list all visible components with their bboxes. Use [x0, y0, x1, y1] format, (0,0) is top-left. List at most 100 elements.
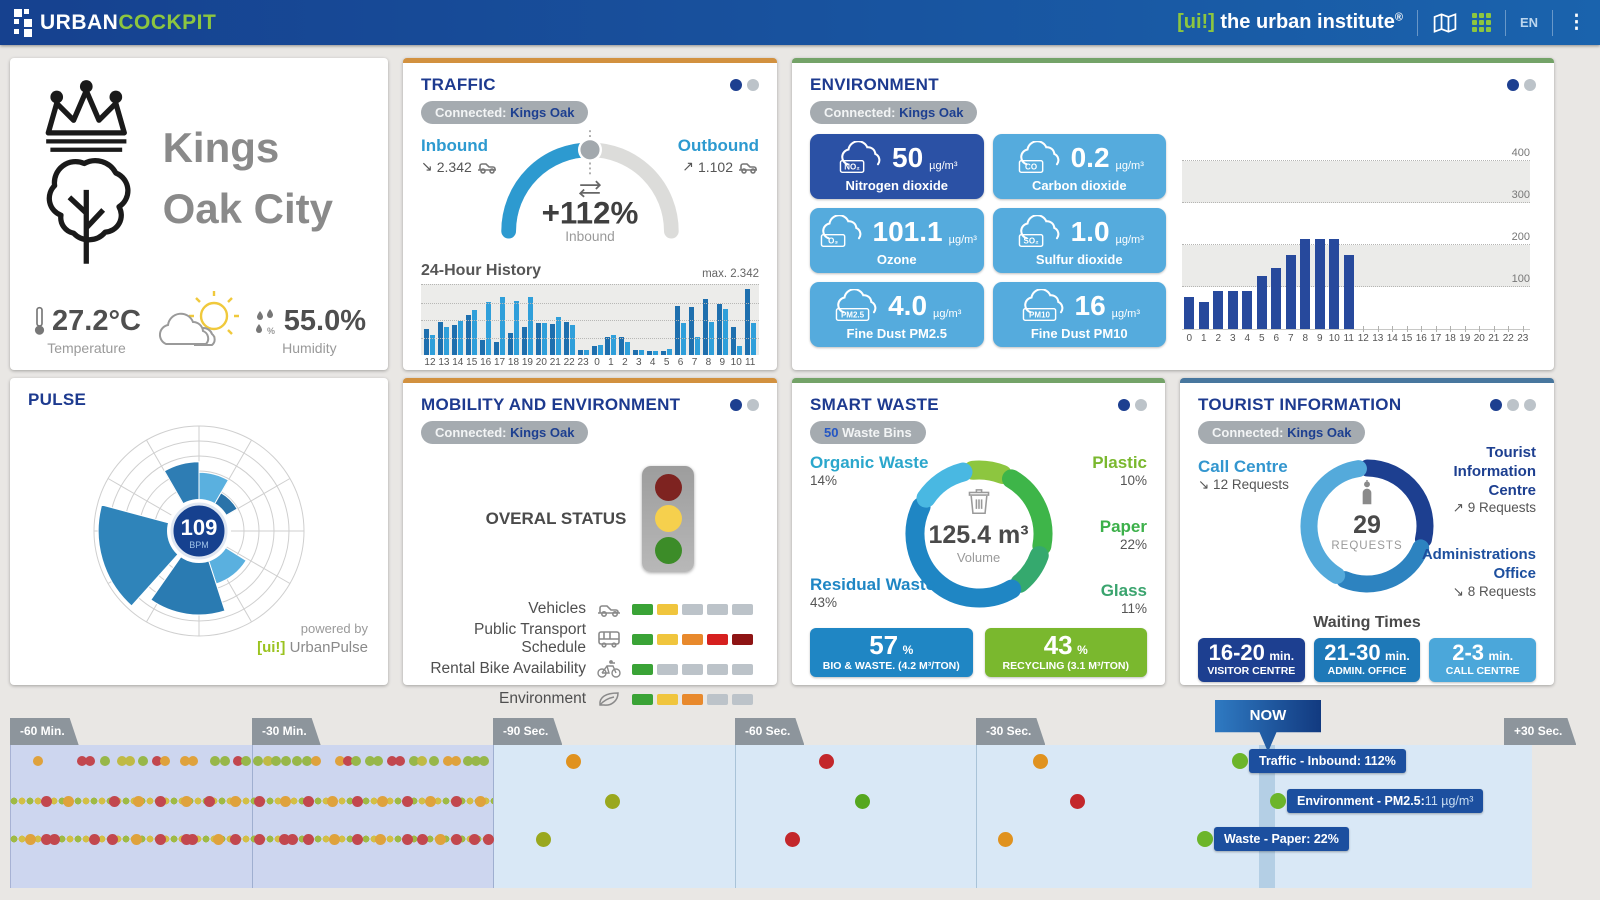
- status-segment-yellow: [657, 633, 678, 645]
- pager-dot[interactable]: [1524, 79, 1536, 91]
- status-segment-green: [632, 603, 653, 615]
- history-x-label: 16: [480, 357, 492, 368]
- timeline-dot: [125, 756, 135, 766]
- language-selector[interactable]: EN: [1519, 15, 1538, 30]
- history-bar: [521, 327, 527, 355]
- timeline-event-dot: [854, 793, 870, 809]
- history-bar-group: [437, 322, 451, 355]
- status-row-label: Rental Bike Availability: [430, 660, 586, 677]
- history-x-label: 20: [535, 357, 547, 368]
- pulse-card: PULSE 109 BPM powered by [ui!] UrbanPulse: [10, 378, 388, 685]
- timeline-event-label[interactable]: Environment - PM2.5: 11 µg/m³: [1287, 789, 1484, 813]
- history-bar: [688, 306, 694, 355]
- status-segment-gray: [707, 603, 728, 615]
- pager-dot[interactable]: [1135, 399, 1147, 411]
- env-x-label: 14: [1386, 333, 1398, 344]
- history-bar: [541, 323, 547, 355]
- env-bar: [1285, 255, 1296, 329]
- timeline-dot: [77, 756, 87, 766]
- gridline: [1182, 159, 1530, 161]
- timeline-tab[interactable]: -30 Min.: [252, 718, 321, 745]
- history-bar: [555, 317, 561, 355]
- pager-dot[interactable]: [747, 79, 759, 91]
- bio-waste-button[interactable]: 57 % BIO & WASTE. (4.2 M³/TON): [810, 628, 973, 677]
- stream-marker: [474, 795, 486, 807]
- history-x-label: 8: [705, 357, 712, 368]
- timeline-dot: [233, 756, 243, 766]
- env-bar: [1198, 301, 1209, 329]
- stream-marker: [401, 833, 413, 845]
- donut-slice: [1359, 459, 1434, 548]
- gridline: [421, 337, 759, 339]
- tile-name: Ozone: [876, 252, 917, 267]
- waste-donut-chart: 125.4 m³ Volume Organic Waste 14% Plasti…: [810, 450, 1147, 618]
- tile-value: NO₂ 50 µg/m³: [814, 139, 980, 177]
- timeline-event-label[interactable]: Waste - Paper: 22%: [1214, 827, 1349, 851]
- apps-grid-icon[interactable]: [1471, 13, 1491, 32]
- paper-label: Paper 22%: [1099, 517, 1147, 553]
- timeline-tab[interactable]: -30 Sec.: [976, 718, 1045, 745]
- inbound-stat: Inbound ↘ 2.342: [421, 136, 498, 175]
- env-x-label: 2: [1215, 333, 1222, 344]
- call-centre-button[interactable]: 2-3 min. CALL CENTRE: [1429, 638, 1537, 683]
- history-bar: [569, 325, 575, 355]
- recycling-button[interactable]: 43 % RECYCLING (3.1 M³/TON): [984, 628, 1147, 677]
- timeline-dot: [387, 756, 397, 766]
- city-card: Kings Oak City 27.2°C Temperature: [10, 58, 388, 370]
- stream-marker: [108, 795, 120, 807]
- person-icon: [1362, 479, 1372, 505]
- timeline-event-dot: [818, 753, 834, 769]
- timeline-divider: [735, 745, 736, 888]
- history-x-label: 15: [466, 357, 478, 368]
- timeline-tab[interactable]: +30 Sec.: [1504, 718, 1576, 745]
- visitor-centre-button[interactable]: 16-20 min. VISITOR CENTRE: [1198, 638, 1305, 683]
- history-x-label: 9: [719, 357, 726, 368]
- donut-slice: [1336, 539, 1430, 593]
- pager-dot[interactable]: [1490, 399, 1502, 411]
- timeline-tab[interactable]: -60 Min.: [10, 718, 79, 745]
- pager-dot[interactable]: [747, 399, 759, 411]
- traffic-title: TRAFFIC: [421, 75, 496, 94]
- history-bar: [513, 300, 519, 355]
- bpm-value: 109: [181, 515, 218, 540]
- history-x-label: 0: [594, 357, 600, 368]
- bike-icon: [596, 660, 622, 678]
- timeline-tab[interactable]: -60 Sec.: [735, 718, 804, 745]
- pager-dot[interactable]: [1524, 399, 1536, 411]
- traffic-card: TRAFFIC Connected: Kings Oak Inbound ↘ 2.…: [403, 58, 777, 370]
- timeline-tab[interactable]: -90 Sec.: [493, 718, 562, 745]
- timeline-dot: [351, 756, 361, 766]
- stream-marker: [401, 795, 413, 807]
- history-x-label: 7: [691, 357, 698, 368]
- timeline-divider: [493, 745, 494, 888]
- environment-chart: 100 200 300 400 0 1 2 3 4 5 6 7 8 9 10 11 12 13 14 15 16 17 1…: [1182, 134, 1536, 347]
- stream-marker: [351, 833, 363, 845]
- tourist-card: TOURIST INFORMATION Connected: Kings Oak…: [1180, 378, 1554, 685]
- admin-office-button[interactable]: 21-30 min. ADMIN. OFFICE: [1313, 638, 1421, 683]
- pager-dot[interactable]: [1118, 399, 1130, 411]
- stream-marker: [186, 833, 198, 845]
- humidity-label: Humidity: [282, 340, 337, 356]
- history-bar: [611, 334, 617, 355]
- event-timeline[interactable]: Traffic - Inbound: 112% Environment - PM2…: [0, 700, 1600, 892]
- history-bar: [466, 315, 472, 355]
- timeline-dot: [220, 756, 230, 766]
- pager-dot[interactable]: [1507, 79, 1519, 91]
- x-tick: [1363, 326, 1364, 332]
- timeline-dot: [253, 756, 263, 766]
- kebab-menu-icon[interactable]: ⋮: [1567, 12, 1586, 33]
- timeline-dot: [210, 756, 220, 766]
- status-segment-gray: [732, 693, 753, 705]
- pager-dot[interactable]: [1507, 399, 1519, 411]
- pager-dot[interactable]: [730, 399, 742, 411]
- map-icon[interactable]: [1432, 11, 1458, 35]
- history-bar: [472, 310, 478, 355]
- history-bar: [675, 305, 681, 355]
- stream-marker: [40, 833, 52, 845]
- pager-dot[interactable]: [730, 79, 742, 91]
- timeline-event-label[interactable]: Traffic - Inbound: 112%: [1249, 749, 1406, 773]
- pager-dots: [730, 399, 759, 411]
- timeline-dot: [365, 756, 375, 766]
- gauge-knob[interactable]: [577, 137, 603, 162]
- timeline-dot: [281, 756, 291, 766]
